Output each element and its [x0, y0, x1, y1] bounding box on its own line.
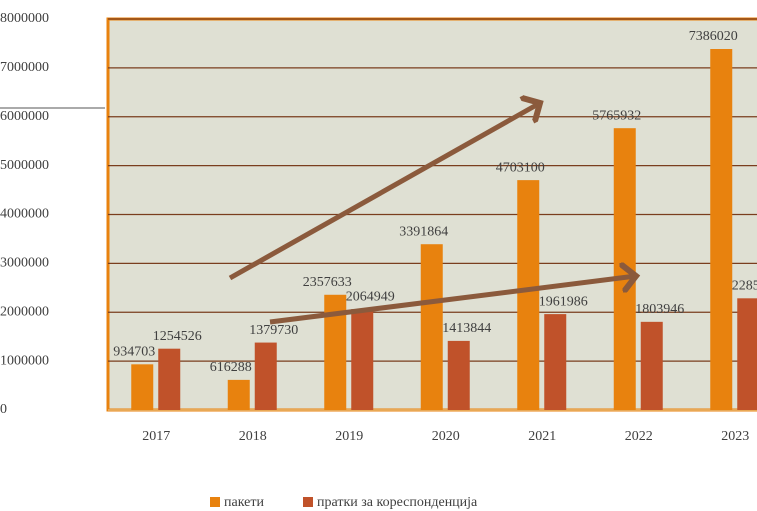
data-label: 5765932: [592, 108, 641, 123]
bar: [710, 49, 733, 411]
bar: [640, 321, 663, 410]
bar: [517, 180, 540, 410]
x-tick-label: 2020: [432, 429, 460, 444]
y-tick-label: 1000000: [0, 353, 49, 368]
legend-label: пратки за кореспонденција: [317, 495, 478, 510]
bars: [131, 49, 757, 411]
labels: 0 1000000 2000000 3000000 4000000 5000000 6000…: [0, 11, 757, 444]
bar: [227, 379, 250, 410]
data-label: 1379730: [249, 323, 298, 338]
y-tick-label: 7000000: [0, 60, 49, 75]
y-tick-label: 2000000: [0, 304, 49, 319]
bar: [158, 348, 181, 410]
data-label: 7386020: [689, 29, 738, 44]
trend-arrow: [269, 276, 636, 325]
data-label: 1413844: [442, 321, 491, 336]
data-label: 2064949: [346, 289, 395, 304]
data-label: 2285120: [732, 279, 757, 294]
bar: [613, 128, 636, 411]
data-label: 2357633: [303, 275, 352, 290]
y-tick-label: 4000000: [0, 207, 49, 222]
legend-label: пакети: [224, 495, 264, 510]
data-label: 616288: [210, 360, 252, 375]
x-tick-label: 2023: [721, 429, 749, 444]
data-label: 934703: [113, 345, 155, 360]
y-tick-label: 6000000: [0, 109, 49, 124]
bar: [447, 340, 470, 410]
bar: [544, 314, 567, 410]
legend-swatch: [210, 497, 220, 507]
y-tick-label: 3000000: [0, 256, 49, 271]
data-label: 1803946: [635, 302, 684, 317]
y-tick-label: 8000000: [0, 11, 49, 26]
trend-arrow: [228, 103, 540, 281]
x-tick-label: 2022: [625, 429, 653, 444]
data-label: 3391864: [399, 224, 448, 239]
bar: [420, 244, 443, 410]
x-tick-label: 2017: [142, 429, 170, 444]
bar: [324, 294, 347, 410]
bar: [131, 364, 154, 410]
bar: [254, 342, 277, 410]
x-tick-label: 2019: [335, 429, 363, 444]
y-tick-label: 0: [0, 402, 7, 417]
data-label: 1254526: [153, 329, 202, 344]
data-label: 4703100: [496, 160, 545, 175]
data-label: 1961986: [539, 294, 588, 309]
bar: [737, 298, 757, 410]
x-tick-label: 2018: [239, 429, 267, 444]
y-tick-label: 5000000: [0, 158, 49, 173]
bar: [351, 309, 374, 410]
x-tick-label: 2021: [528, 429, 556, 444]
legend-swatch: [303, 497, 313, 507]
